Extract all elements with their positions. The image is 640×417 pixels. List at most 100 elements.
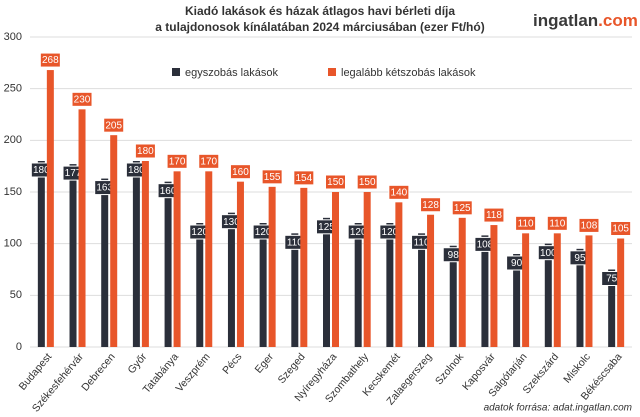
legend-swatch [328,68,336,76]
legend-label: legalább kétszobás lakások [341,67,476,79]
data-label: 98 [448,250,460,261]
data-label: 95 [574,253,586,264]
data-label: 120 [350,227,367,238]
y-tick-label: 150 [4,186,22,198]
data-label: 110 [549,218,565,229]
chart-title: Kiadó lakások és házak átlagos havi bérl… [185,4,455,18]
legend-swatch [172,68,180,76]
bar [332,192,339,347]
data-label-box [229,164,251,180]
data-label: 170 [169,156,186,167]
data-label: 120 [191,227,208,238]
chart-subtitle: a tulajdonosok kínálatában 2024 márciusá… [155,20,484,34]
x-tick-label-group: Győr [125,351,149,377]
data-label-box [134,143,156,159]
bar [427,214,435,347]
bar [196,223,204,347]
data-label-box [166,153,188,169]
y-tick-label: 250 [4,83,22,95]
bar [386,223,394,347]
data-label-box [261,169,283,185]
data-label: 177 [65,168,82,179]
bar [576,248,584,347]
bar [259,223,267,347]
logo-text: ingatlan [533,11,598,30]
data-label: 170 [200,156,217,167]
data-label: 105 [612,224,629,235]
bar [458,217,466,347]
bar [227,212,235,347]
bar [78,109,86,347]
source: adatok forrása: adat.ingatlan.com [484,403,632,414]
data-label: 110 [518,218,534,229]
data-label: 118 [486,210,502,221]
bar [585,235,593,347]
bar [291,233,299,347]
data-label: 160 [232,167,249,178]
x-tick-label: Győr [125,351,149,377]
data-label: 90 [511,258,523,269]
bar [354,223,362,347]
x-tick-label: Pécs [220,351,244,377]
bar [544,243,552,347]
bar [395,202,403,347]
logo-text: .com [598,11,638,30]
bar [608,269,616,347]
data-label: 163 [96,183,113,194]
data-label: 120 [255,227,272,238]
data-label: 230 [74,94,91,105]
data-label: 140 [391,187,408,198]
x-tick-label: Eger [253,351,277,376]
data-label: 120 [382,227,399,238]
data-label: 205 [105,120,122,131]
bar [323,217,330,347]
x-tick-label-group: Debrecen [79,351,118,394]
data-label-box [546,215,568,231]
data-label: 154 [295,173,312,184]
data-label: 130 [223,217,240,228]
y-tick-label: 200 [4,134,22,146]
data-label: 75 [606,274,618,285]
data-label-box [325,174,346,190]
x-tick-label: Szeged [276,351,308,386]
data-label-box [103,117,125,133]
data-label-box [578,217,600,233]
data-label-box [388,184,410,200]
bar [205,171,213,347]
bar [268,186,276,347]
data-label-box [610,221,632,236]
data-label: 125 [318,222,335,233]
y-tick-label: 0 [16,341,22,353]
data-label: 160 [160,186,177,197]
data-label: 155 [264,172,281,183]
data-label-box [420,197,442,213]
data-label: 180 [33,165,50,176]
data-label-box [515,215,537,231]
data-label: 150 [327,177,344,188]
bar [132,161,140,347]
data-label: 125 [454,203,471,214]
bar [173,171,181,347]
data-label-box [356,174,378,190]
bar [236,181,244,347]
data-label: 268 [42,55,59,66]
data-label: 180 [137,146,154,157]
x-tick-label-group: Pécs [220,351,244,377]
bar [553,233,561,347]
x-tick-label: Debrecen [79,351,118,394]
x-tick-label-group: Veszprém [173,351,212,395]
y-tick-label: 100 [4,238,22,250]
data-label-box [293,170,315,186]
bar [513,254,521,347]
data-label: 128 [422,200,439,211]
data-label-box [71,91,93,107]
bar [449,245,457,347]
bar [164,181,172,347]
bar [101,178,109,347]
data-label: 110 [287,237,303,248]
legend-label: egyszobás lakások [185,67,278,79]
x-tick-label: Miskolc [561,351,593,386]
x-tick-label-group: Eger [253,351,277,376]
bar [141,161,149,347]
